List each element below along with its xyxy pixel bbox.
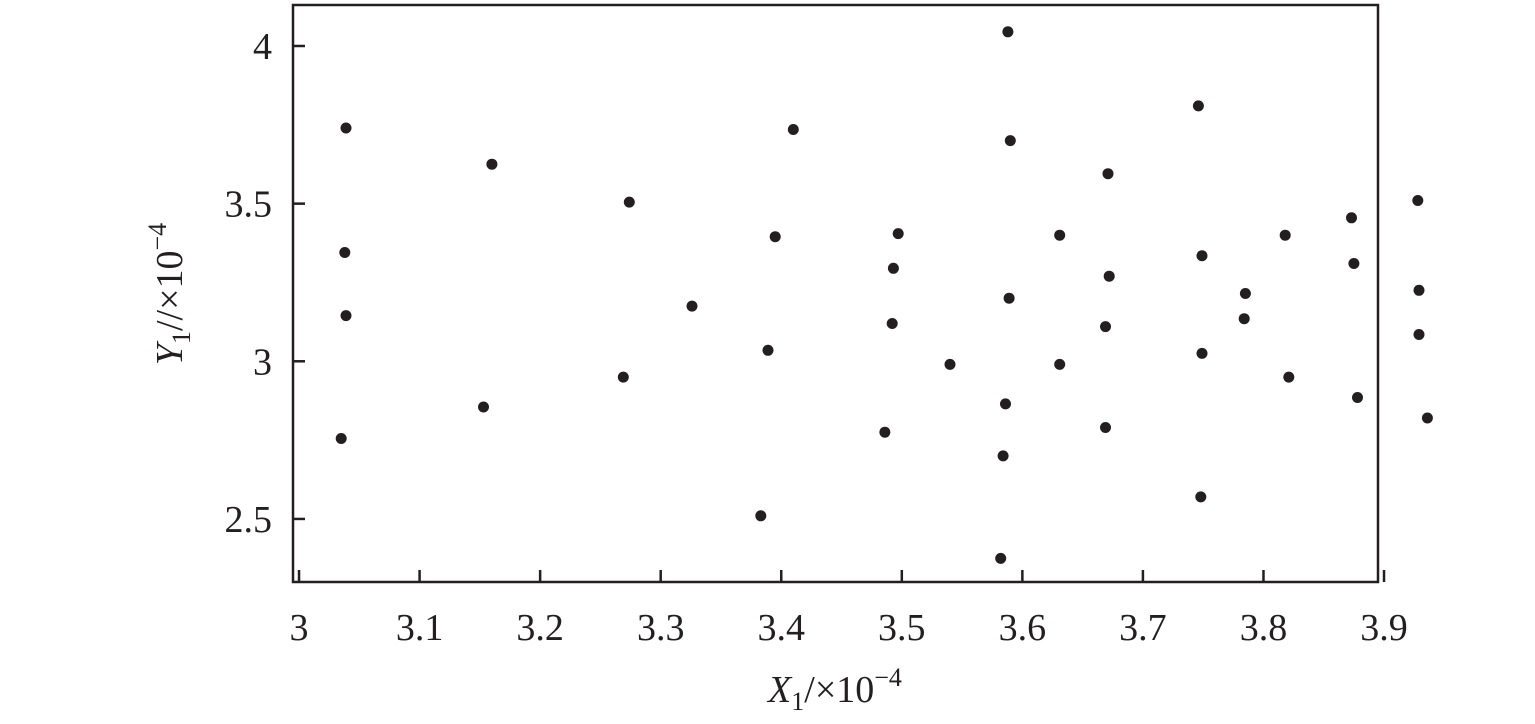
x-tick-label: 3.3 [637,607,685,649]
data-point [335,433,347,444]
x-tick-label: 3.5 [878,607,926,649]
y-tick-label: 3 [253,341,272,383]
data-point [1196,347,1208,359]
data-point [1346,212,1357,224]
data-point [686,300,698,312]
data-point [1054,358,1066,370]
data-point [755,510,767,522]
data-point [1283,371,1295,383]
data-point [887,262,899,274]
data-point [623,196,635,208]
x-tick-label: 3.4 [758,607,806,649]
data-point [1192,100,1204,112]
y-tick-label: 4 [253,26,272,68]
data-point [339,247,351,258]
data-point [995,552,1007,564]
data-point [340,310,352,322]
x-axis-title: X1/×10−4 [766,663,902,716]
data-point [1421,412,1433,424]
data-point [1195,491,1207,503]
data-point [944,358,956,370]
data-point [617,371,629,383]
data-point [787,124,799,135]
data-point [340,122,352,134]
x-axis: 3 3.1 3.2 3.3 3.4 3.5 3.6 3.7 3.8 3.9 [290,570,1408,649]
data-point [769,231,781,243]
y-axis-title: Y1//×10−4 [143,223,196,365]
data-point [1002,26,1014,38]
data-point [892,228,904,240]
data-point [879,426,891,438]
data-point [1054,229,1066,241]
x-tick-label: 3.1 [396,607,444,649]
y-axis: 2.5 3 3.5 4 [225,26,305,541]
data-point [1103,270,1115,282]
data-point [1102,168,1114,180]
x-tick-label: 3.9 [1360,607,1408,649]
data-point [486,158,498,170]
plot-frame [291,3,1380,584]
x-tick-label: 3.2 [516,607,564,649]
data-point [1100,422,1111,433]
x-tick-label: 3 [290,607,309,649]
data-point [997,450,1009,462]
data-point [1100,321,1111,333]
data-point [1239,288,1251,299]
data-point [1348,258,1360,269]
data-point [1004,135,1016,147]
y-tick-label: 2.5 [225,499,273,541]
data-point [478,401,489,413]
data-point [1279,229,1291,241]
x-tick-label: 3.8 [1240,607,1288,649]
y-tick-label: 3.5 [225,184,273,226]
data-point [1003,292,1015,304]
x-tick-label: 3.6 [999,607,1047,649]
data-points [335,26,1433,564]
data-point [1413,329,1425,340]
data-point [886,318,898,329]
data-point [1000,398,1011,410]
data-point [1413,284,1425,296]
x-tick-label: 3.7 [1119,607,1167,649]
data-point [762,344,774,356]
data-point [1352,392,1363,403]
data-point [1412,195,1424,206]
data-point [1238,313,1250,325]
data-point [1196,250,1208,262]
